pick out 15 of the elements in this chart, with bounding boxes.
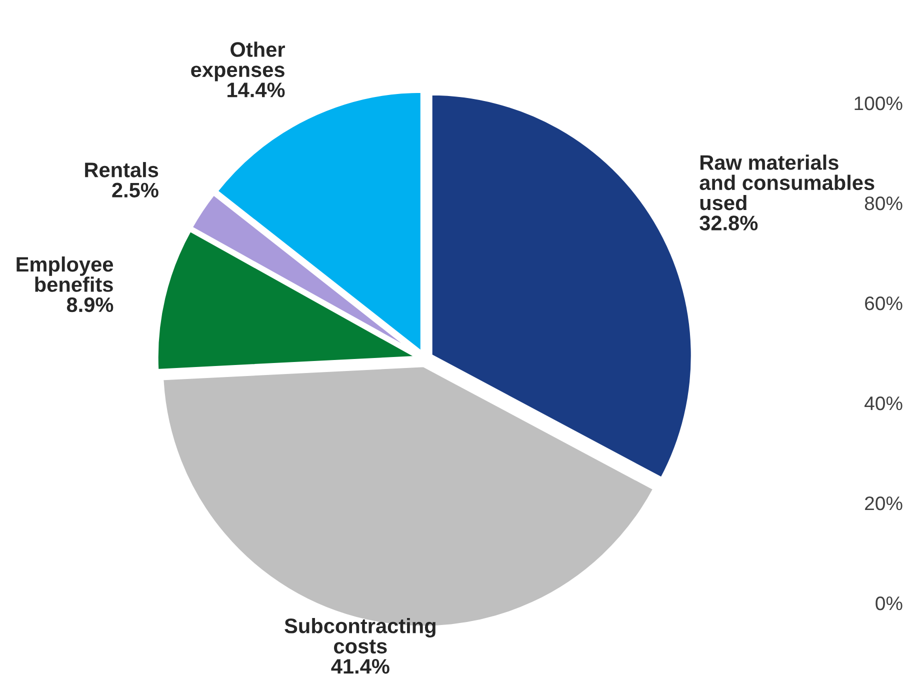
slice-label: Rentals: [85, 162, 158, 178]
text: 60%: [865, 296, 902, 310]
text: 80%: [864, 196, 902, 210]
text: 100%: [854, 96, 902, 110]
text: 20%: [865, 496, 902, 510]
data-label: 14.4%: [228, 82, 285, 98]
text: 40%: [864, 396, 902, 410]
text: 0%: [876, 596, 902, 610]
data-label: 8.9%: [66, 297, 114, 312]
slice-label: Employee benefits: [16, 256, 114, 292]
data-label: 2.5%: [112, 182, 158, 198]
data-label: 41.4%: [331, 659, 390, 674]
slice-label: Subcontracting costs: [284, 618, 436, 654]
data-label: 32.8%: [700, 216, 758, 230]
slice-label: Other expenses: [191, 42, 285, 82]
